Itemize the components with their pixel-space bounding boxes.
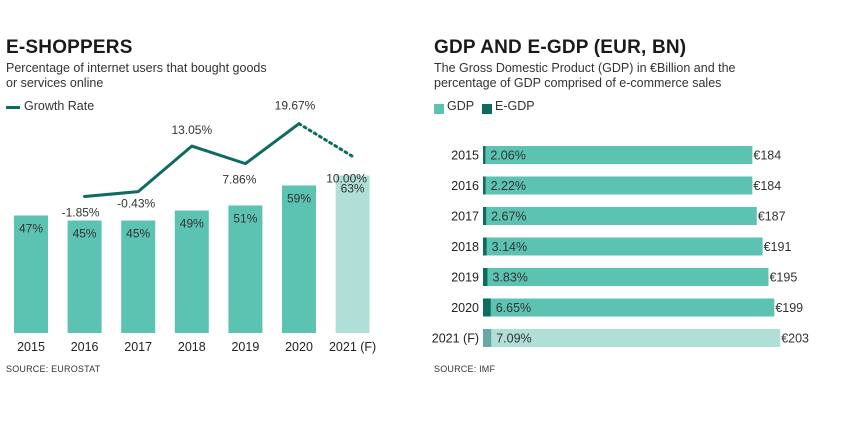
growth-rate-label: 7.86% [222,173,256,187]
e-shoppers-x-tick-label: 2018 [178,340,206,354]
gdp-value-label: €191 [764,240,792,254]
e-shoppers-bar-label: 47% [19,222,43,236]
growth-rate-label: 19.67% [275,99,316,113]
egdp-bar [483,298,491,317]
gdp-value-label: €199 [775,301,803,315]
growth-rate-label: -1.85% [62,205,100,219]
e-shoppers-x-tick-label: 2015 [17,340,45,354]
growth-rate-legend-swatch [6,106,20,109]
egdp-bar [483,176,486,195]
gdp-bar [483,298,775,317]
gdp-bar [483,268,769,286]
egdp-value-label: 3.14% [492,240,527,254]
egdp-value-label: 3.83% [492,271,527,285]
e-shoppers-panel: E-SHOPPERS Percentage of internet users … [0,0,420,422]
e-shoppers-chart: 47% 2015 45% 2016 45% 2017 49% 2018 51% 2019 59% 20… [14,99,376,354]
e-shoppers-bar-label: 45% [126,227,150,241]
gdp-bar [483,176,753,195]
gdp-chart: 2015 2.06% €184 2016 2.22% €184 2017 2.67% €187 2… [432,146,809,347]
e-shoppers-title: E-SHOPPERS [6,37,133,58]
egdp-bar [483,207,487,225]
e-shoppers-subtitle-line2: or services online [6,76,104,90]
gdp-legend-swatch [434,104,444,114]
gdp-bar [483,237,763,256]
gdp-value-label: €184 [753,179,781,193]
growth-rate-legend-label: Growth Rate [24,99,95,113]
e-shoppers-bar-label: 49% [180,217,204,231]
e-shoppers-subtitle-line1: Percentage of internet users that bought… [6,61,267,75]
gdp-y-tick-label: 2015 [451,149,479,163]
e-shoppers-source: SOURCE: EUROSTAT [6,364,101,374]
e-shoppers-x-tick-label: 2016 [71,340,99,354]
egdp-value-label: 2.67% [491,210,526,224]
egdp-value-label: 7.09% [496,332,531,346]
gdp-subtitle-line1: The Gross Domestic Product (GDP) in €Bil… [434,61,736,75]
gdp-subtitle-line2: percentage of GDP comprised of e-commerc… [434,76,722,90]
growth-rate-label: 13.05% [171,123,212,137]
e-shoppers-x-tick-label: 2017 [124,340,152,354]
e-shoppers-bar [228,205,263,333]
e-shoppers-x-tick-label: 2021 (F) [329,340,376,354]
gdp-bar [483,207,757,225]
egdp-value-label: 2.22% [491,179,526,193]
gdp-bar [483,329,781,347]
egdp-bar [483,237,487,256]
gdp-source: SOURCE: IMF [434,364,496,374]
growth-rate-forecast-line [297,122,355,158]
gdp-y-tick-label: 2018 [451,240,479,254]
e-shoppers-subtitle: Percentage of internet users that bought… [6,61,267,91]
egdp-value-label: 6.65% [496,301,531,315]
egdp-value-label: 2.06% [490,149,525,163]
e-shoppers-x-tick-label: 2020 [285,340,313,354]
gdp-y-tick-label: 2017 [451,210,479,224]
gdp-bar [483,146,753,164]
growth-rate-label: -0.43% [117,197,155,211]
egdp-legend-swatch [482,104,492,114]
gdp-panel: GDP AND E-GDP (EUR, BN) The Gross Domest… [425,0,850,422]
gdp-y-tick-label: 2020 [451,301,479,315]
gdp-subtitle: The Gross Domestic Product (GDP) in €Bil… [434,61,736,91]
gdp-y-tick-label: 2019 [451,271,479,285]
e-shoppers-bar [282,185,316,333]
e-shoppers-bar-label: 51% [233,212,257,226]
growth-rate-label: 10.00% [326,171,367,185]
gdp-legend-label: GDP [447,99,475,113]
gdp-value-label: €203 [781,332,809,346]
e-shoppers-x-tick-label: 2019 [231,340,259,354]
gdp-value-label: €187 [758,210,786,224]
egdp-bar [483,146,486,164]
e-shoppers-bar [14,215,48,333]
gdp-title: GDP AND E-GDP (EUR, BN) [434,37,687,58]
gdp-value-label: €195 [769,271,797,285]
e-shoppers-bar-label: 63% [341,182,365,196]
e-shoppers-bar [174,210,209,333]
e-shoppers-bar-label: 59% [287,192,311,206]
e-shoppers-bar [121,220,156,333]
e-shoppers-bar-label: 45% [73,227,97,241]
gdp-y-tick-label: 2016 [451,179,479,193]
growth-rate-line [83,122,301,198]
e-shoppers-bar [335,175,370,333]
gdp-value-label: €184 [753,149,781,163]
gdp-y-tick-label: 2021 (F) [432,332,479,346]
egdp-legend-label: E-GDP [495,99,535,113]
egdp-bar [483,268,488,286]
e-shoppers-bar [67,220,102,333]
egdp-bar [483,329,492,347]
